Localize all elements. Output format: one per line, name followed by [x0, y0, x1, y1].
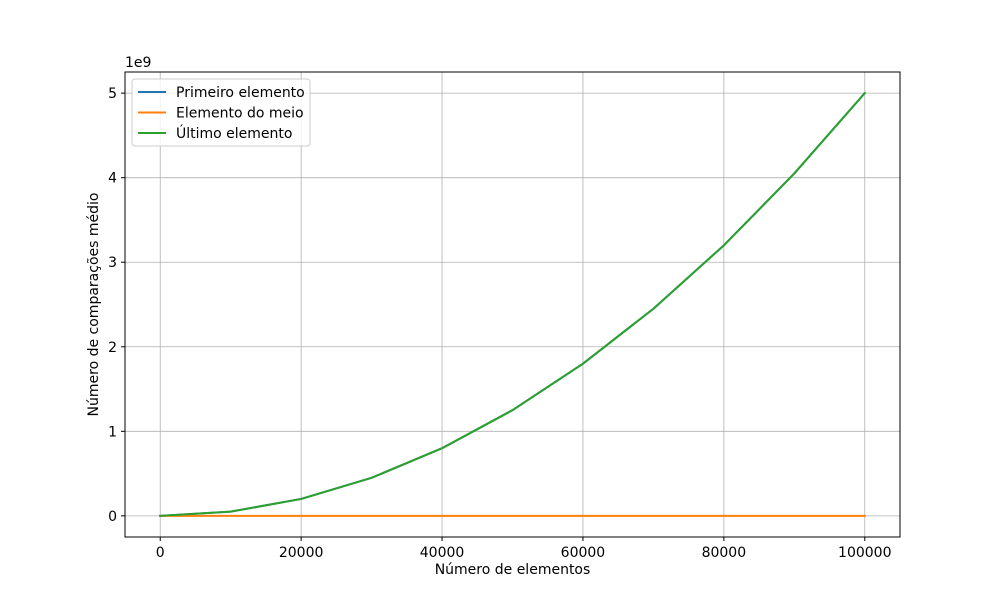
- x-axis-ticks: 0 20000 40000 60000 80000 100000: [156, 537, 891, 561]
- series-lines: [159, 91, 867, 517]
- y-tick-label: 5: [108, 86, 117, 102]
- legend: Primeiro elemento Elemento do meio Último …: [131, 78, 311, 147]
- series-line-3: [159, 91, 867, 517]
- x-tick-label: 0: [156, 545, 165, 561]
- y-axis-label: Número de comparações médio: [86, 193, 102, 417]
- legend-label-1: Primeiro elemento: [176, 85, 305, 101]
- legend-label-2: Elemento do meio: [176, 106, 304, 122]
- y-tick-label: 1: [108, 424, 117, 440]
- plot-frame: [124, 71, 901, 538]
- x-tick-label: 40000: [420, 545, 465, 561]
- y-axis-ticks: 0 1 2 3 4 5: [108, 86, 125, 525]
- x-tick-label: 20000: [279, 545, 324, 561]
- x-tick-label: 60000: [561, 545, 606, 561]
- y-tick-label: 2: [108, 340, 117, 356]
- y-tick-label: 3: [108, 255, 117, 271]
- x-tick-label: 100000: [838, 545, 891, 561]
- x-axis-label: Número de elementos: [435, 562, 591, 578]
- y-axis-offset-text: 1e9: [125, 55, 151, 71]
- x-tick-label: 80000: [702, 545, 747, 561]
- y-tick-label: 4: [108, 171, 117, 187]
- legend-label-3: Último elemento: [176, 124, 292, 142]
- legend-box: [131, 78, 311, 147]
- y-tick-label: 0: [108, 509, 117, 525]
